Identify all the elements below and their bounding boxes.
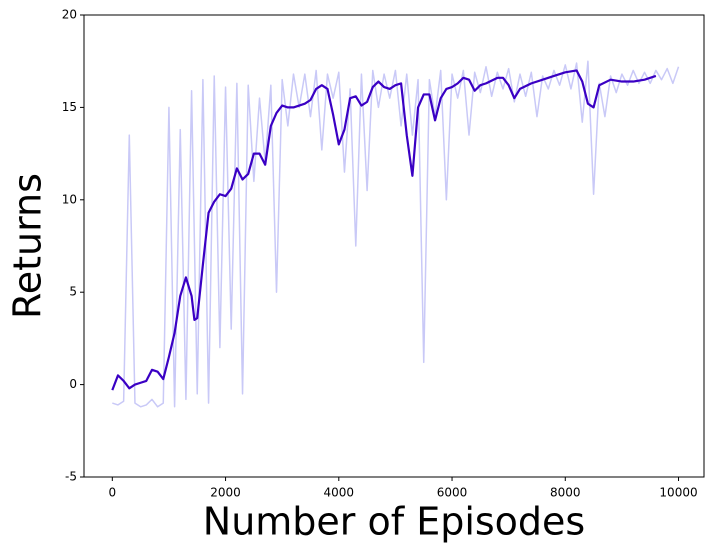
y-tick-label: 10: [62, 192, 77, 206]
y-tick-label: -5: [65, 470, 77, 484]
y-axis-label: Returns: [6, 173, 50, 319]
x-tick-label: 8000: [550, 486, 581, 500]
x-tick-label: 0: [108, 486, 116, 500]
series-line: [112, 60, 680, 408]
x-tick-label: 4000: [324, 486, 355, 500]
x-tick-label: 6000: [437, 486, 468, 500]
x-tick-label: 10000: [659, 486, 697, 500]
y-tick-label: 20: [62, 8, 77, 22]
x-axis-label: Number of Episodes: [203, 500, 585, 544]
series-line: [111, 69, 657, 391]
y-tick-label: 15: [62, 100, 77, 114]
x-tick-label: 2000: [210, 486, 241, 500]
y-tick-label: 0: [69, 377, 77, 391]
plot-frame: [83, 14, 705, 478]
y-tick-label: 5: [69, 285, 77, 299]
